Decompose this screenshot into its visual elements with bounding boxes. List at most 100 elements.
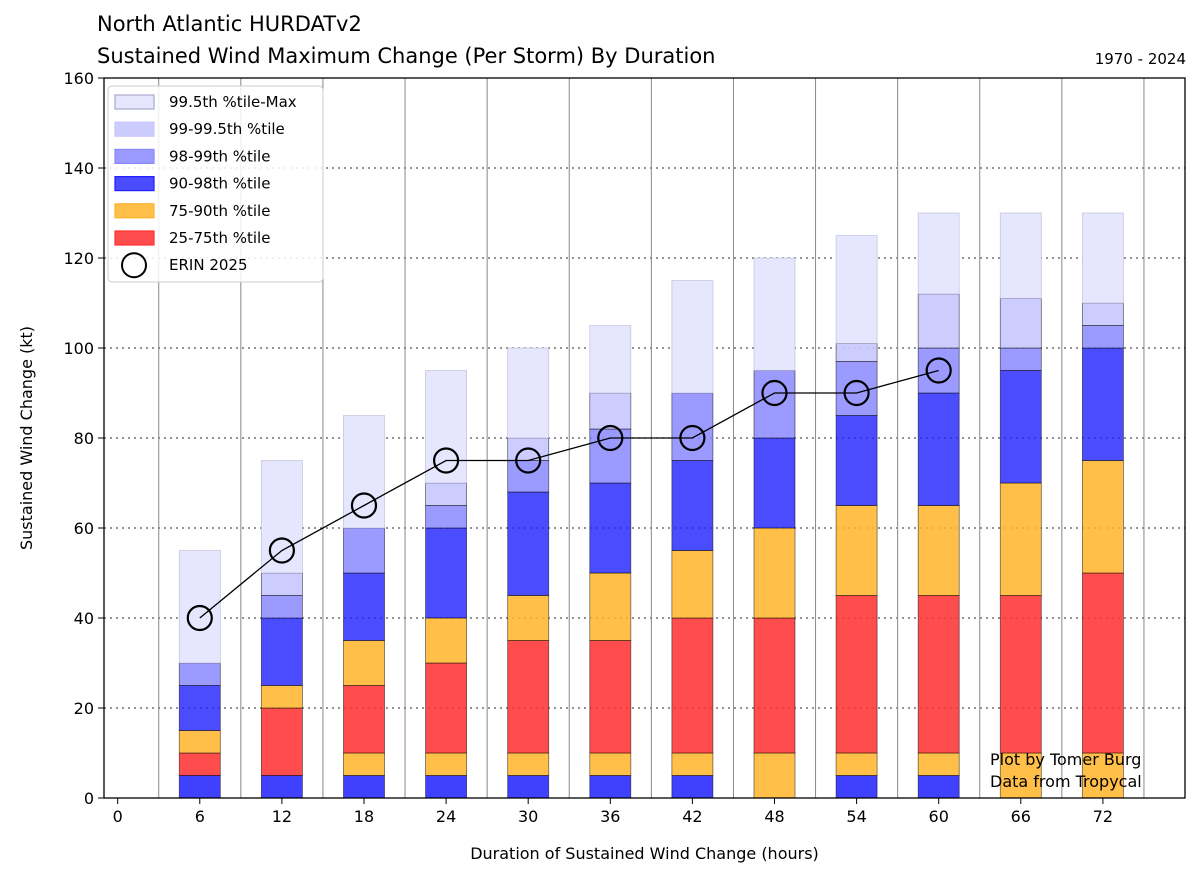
legend-label: 75-90th %tile <box>169 202 270 220</box>
bar-segment <box>999 595 1042 754</box>
storm-point <box>515 447 542 474</box>
y-tick-label: 120 <box>63 249 94 268</box>
bar-segment <box>343 415 385 529</box>
bar-segment <box>835 595 878 754</box>
bar-segment-lower <box>753 752 796 799</box>
storm-point <box>432 447 460 474</box>
bar-segment <box>917 595 960 754</box>
storm-line <box>199 369 939 619</box>
storm-point <box>761 379 788 407</box>
x-tick-label: 36 <box>600 807 620 826</box>
bar-segment <box>1081 325 1124 349</box>
x-tick-label: 66 <box>1011 807 1031 826</box>
bar-segment <box>1081 572 1124 754</box>
y-tick-label: 140 <box>63 159 94 178</box>
bar-segment-lower <box>835 752 878 776</box>
bar-segment-lower <box>917 752 960 776</box>
credit-source: Data from Tropycal <box>990 772 1142 791</box>
bar-segment <box>178 685 221 731</box>
storm-point <box>597 424 624 452</box>
bar-segment <box>425 370 468 484</box>
legend-box <box>107 85 324 283</box>
legend-label: 98-99th %tile <box>169 147 270 165</box>
x-tick-label: 12 <box>272 807 292 826</box>
storm-point <box>679 424 706 452</box>
bar-segment-lower <box>425 752 468 776</box>
bar-segment <box>425 662 468 754</box>
bar-segment-lower <box>260 775 303 799</box>
bar-segment <box>507 491 550 596</box>
bar-segment <box>589 572 632 641</box>
bar-segment-lower <box>343 775 385 799</box>
bar-segment <box>999 347 1042 371</box>
x-tick-label: 6 <box>195 807 205 826</box>
bar-segment-lower <box>507 752 550 776</box>
storm-point <box>925 357 952 384</box>
bar-segment <box>835 235 878 344</box>
legend: 99.5th %tile-Max 99-99.5th %tile 98-99th %… <box>107 85 324 283</box>
legend-swatch <box>114 94 155 110</box>
bar-segment <box>425 505 468 529</box>
credit-author: Plot by Tomer Burg <box>990 750 1141 769</box>
x-tick-label: 0 <box>113 807 123 826</box>
bar-segment <box>835 361 878 416</box>
x-tick-label: 30 <box>518 807 538 826</box>
legend-swatch <box>114 148 155 164</box>
legend-label: 25-75th %tile <box>169 229 270 247</box>
bar-segment <box>260 595 303 619</box>
x-axis-label: Duration of Sustained Wind Change (hours… <box>470 844 819 863</box>
stacked-bars <box>178 212 1124 799</box>
bar-segment-lower <box>671 752 714 776</box>
bar-segment <box>999 212 1042 299</box>
bar-segment <box>835 343 878 362</box>
bar-segment-lower <box>671 775 714 799</box>
storm-point <box>843 379 870 407</box>
bar-segment <box>343 572 385 641</box>
x-tick-label: 48 <box>764 807 784 826</box>
date-range-label: 1970 - 2024 <box>1094 50 1186 68</box>
chart-title-line2: Sustained Wind Maximum Change (Per Storm… <box>97 44 716 68</box>
bar-segment <box>425 482 468 506</box>
bar-segment <box>589 325 632 394</box>
axis-ticks: 0 6 12 18 24 30 36 42 48 54 60 66 72 0 20 40 60 80 100 120 1… <box>63 69 1113 826</box>
legend-swatch <box>114 121 155 137</box>
bar-segment-lower <box>835 775 878 799</box>
bar-segment <box>507 640 550 754</box>
bar-segment <box>917 392 960 506</box>
bar-segment <box>753 257 796 371</box>
y-tick-label: 40 <box>74 609 94 628</box>
legend-marker <box>121 252 147 279</box>
y-tick-label: 100 <box>63 339 94 358</box>
x-tick-label: 60 <box>929 807 949 826</box>
bar-segment <box>178 730 221 754</box>
bar-segment <box>343 640 385 686</box>
bar-segment <box>507 347 550 439</box>
bar-segment <box>589 428 632 484</box>
y-tick-label: 20 <box>74 699 94 718</box>
bar-segment-lower <box>178 775 221 799</box>
bar-segment <box>589 392 632 430</box>
bar-segment-lower <box>343 752 385 776</box>
bar-segment-lower <box>589 775 632 799</box>
bar-segment <box>343 685 385 754</box>
bar-segment <box>1081 212 1124 304</box>
bar-segment <box>260 460 303 574</box>
bar-segment <box>1081 347 1124 461</box>
bar-segment <box>917 293 960 349</box>
bar-segment <box>1081 302 1124 326</box>
bar-segment <box>835 505 878 596</box>
bar-segment-lower <box>589 752 632 776</box>
x-tick-label: 18 <box>354 807 374 826</box>
legend-label: ERIN 2025 <box>169 256 248 274</box>
bar-segment <box>425 527 468 619</box>
bar-segment <box>260 572 303 596</box>
bar-segment <box>917 212 960 295</box>
storm-point <box>186 604 213 632</box>
bar-segment <box>260 707 303 776</box>
bar-segment <box>260 617 303 686</box>
legend-label: 99-99.5th %tile <box>169 120 285 138</box>
bar-segment <box>999 370 1042 484</box>
bar-segment <box>589 482 632 574</box>
y-tick-label: 160 <box>63 69 94 88</box>
